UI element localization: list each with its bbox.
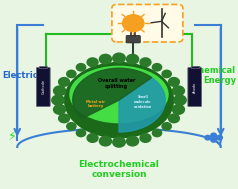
Circle shape xyxy=(99,54,111,64)
Circle shape xyxy=(87,134,98,142)
Circle shape xyxy=(52,95,64,105)
Text: Cathode: Cathode xyxy=(41,80,45,94)
Text: Electrochemical
conversion: Electrochemical conversion xyxy=(79,160,159,179)
Circle shape xyxy=(174,95,186,105)
Circle shape xyxy=(67,123,76,130)
Ellipse shape xyxy=(70,66,168,123)
Circle shape xyxy=(87,58,98,67)
Circle shape xyxy=(59,114,69,123)
FancyBboxPatch shape xyxy=(36,67,50,107)
Text: Small
molecule
oxidation: Small molecule oxidation xyxy=(134,95,152,109)
FancyBboxPatch shape xyxy=(188,67,202,107)
FancyBboxPatch shape xyxy=(126,35,140,43)
Text: Metal-air
battery: Metal-air battery xyxy=(85,100,105,108)
Text: Overall water
splitting: Overall water splitting xyxy=(98,78,135,89)
Text: Electricity: Electricity xyxy=(2,71,50,80)
FancyBboxPatch shape xyxy=(40,66,47,68)
FancyBboxPatch shape xyxy=(191,66,198,68)
Circle shape xyxy=(54,86,66,96)
Circle shape xyxy=(152,129,162,137)
Text: Anode: Anode xyxy=(193,81,197,93)
Circle shape xyxy=(140,58,151,67)
Circle shape xyxy=(54,105,66,114)
Circle shape xyxy=(76,129,86,137)
Text: Chemical
Energy: Chemical Energy xyxy=(193,66,236,85)
Circle shape xyxy=(67,70,76,78)
Circle shape xyxy=(59,77,69,86)
Circle shape xyxy=(169,114,179,123)
Circle shape xyxy=(205,135,211,140)
Ellipse shape xyxy=(64,63,174,138)
Circle shape xyxy=(152,64,162,71)
Polygon shape xyxy=(73,68,152,119)
Circle shape xyxy=(113,137,125,147)
Text: ⚡: ⚡ xyxy=(8,129,17,142)
Circle shape xyxy=(211,138,217,142)
Circle shape xyxy=(123,15,144,32)
Circle shape xyxy=(162,123,171,130)
Circle shape xyxy=(140,134,151,142)
FancyBboxPatch shape xyxy=(112,5,183,42)
Polygon shape xyxy=(119,77,165,132)
Circle shape xyxy=(127,136,139,146)
Circle shape xyxy=(217,135,222,140)
Circle shape xyxy=(113,53,125,63)
Circle shape xyxy=(172,105,184,114)
Circle shape xyxy=(211,133,217,138)
Circle shape xyxy=(169,77,179,86)
Circle shape xyxy=(76,64,86,71)
Circle shape xyxy=(99,136,111,146)
Circle shape xyxy=(127,54,139,64)
Circle shape xyxy=(162,70,171,78)
Circle shape xyxy=(172,86,184,96)
